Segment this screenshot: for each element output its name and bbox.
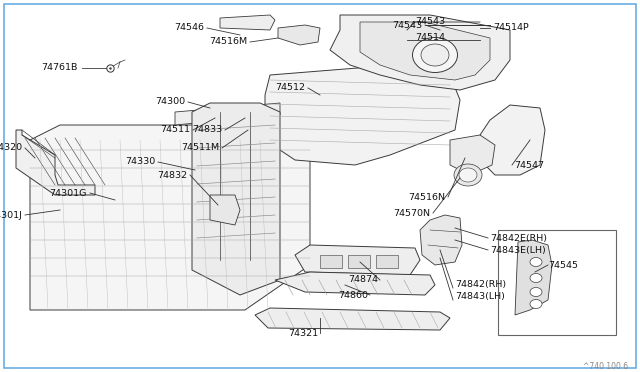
Ellipse shape <box>530 288 542 296</box>
Text: 74516M: 74516M <box>209 38 247 46</box>
Ellipse shape <box>421 44 449 66</box>
Text: 74860: 74860 <box>338 291 368 299</box>
Text: 74511: 74511 <box>160 125 190 135</box>
Polygon shape <box>175 103 280 125</box>
Text: 74321: 74321 <box>288 328 318 337</box>
Text: 74545: 74545 <box>548 260 578 269</box>
Text: 74514P: 74514P <box>493 23 529 32</box>
Ellipse shape <box>530 257 542 266</box>
Text: 74761B: 74761B <box>42 64 78 73</box>
Text: 74514: 74514 <box>415 32 445 42</box>
Text: 74547: 74547 <box>514 160 544 170</box>
Polygon shape <box>348 255 370 268</box>
Polygon shape <box>192 103 280 295</box>
Ellipse shape <box>530 299 542 308</box>
Text: 74570N: 74570N <box>393 208 430 218</box>
Polygon shape <box>450 135 495 175</box>
Text: 74320: 74320 <box>0 144 22 153</box>
Text: ^740 100 6: ^740 100 6 <box>583 362 628 371</box>
Text: 74543: 74543 <box>415 17 445 26</box>
Polygon shape <box>420 215 462 265</box>
Polygon shape <box>295 245 420 275</box>
Polygon shape <box>210 195 240 225</box>
Bar <box>498 230 616 335</box>
Text: 74301G: 74301G <box>50 189 87 198</box>
Ellipse shape <box>454 164 482 186</box>
Text: 74543: 74543 <box>392 20 422 29</box>
Polygon shape <box>376 255 398 268</box>
Text: 74842E(RH): 74842E(RH) <box>490 234 547 243</box>
Ellipse shape <box>459 168 477 182</box>
Polygon shape <box>320 255 342 268</box>
Text: 74843E(LH): 74843E(LH) <box>490 246 546 254</box>
Polygon shape <box>275 272 435 295</box>
Polygon shape <box>265 65 460 165</box>
Text: 74511M: 74511M <box>181 144 219 153</box>
Text: 74843(LH): 74843(LH) <box>455 292 505 301</box>
Polygon shape <box>255 308 450 330</box>
Polygon shape <box>330 15 510 90</box>
Text: 74512: 74512 <box>275 83 305 93</box>
Text: 74301J: 74301J <box>0 211 22 219</box>
Ellipse shape <box>530 273 542 282</box>
Polygon shape <box>515 240 552 315</box>
Text: 74330: 74330 <box>125 157 155 167</box>
Text: 74833: 74833 <box>192 125 222 135</box>
Polygon shape <box>480 105 545 175</box>
Text: 74516N: 74516N <box>408 192 445 202</box>
Text: 74874: 74874 <box>348 276 378 285</box>
Text: 74842(RH): 74842(RH) <box>455 280 506 289</box>
Polygon shape <box>360 22 490 80</box>
Polygon shape <box>220 15 275 30</box>
Polygon shape <box>16 130 95 195</box>
Text: 74832: 74832 <box>157 170 187 180</box>
Polygon shape <box>278 25 320 45</box>
Ellipse shape <box>413 38 458 73</box>
Text: 74300: 74300 <box>155 97 185 106</box>
Text: 74546: 74546 <box>174 23 204 32</box>
Polygon shape <box>30 125 310 310</box>
